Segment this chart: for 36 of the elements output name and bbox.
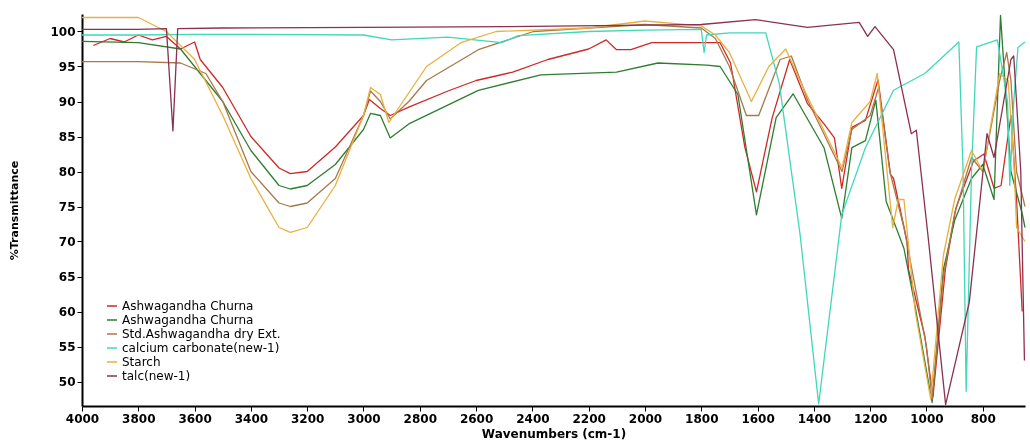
- x-tick-label: 2800: [403, 411, 437, 426]
- y-tick-label: 95: [58, 60, 76, 74]
- legend-label: calcium carbonate(new-1): [122, 341, 280, 355]
- legend-label: Ashwagandha Churna: [122, 313, 254, 327]
- x-axis-title: Wavenumbers (cm-1): [481, 426, 627, 441]
- x-tick-label: 1000: [910, 411, 944, 426]
- y-tick-label: 80: [58, 165, 76, 179]
- y-tick-label: 65: [58, 270, 76, 284]
- y-tick-label: 60: [58, 305, 76, 319]
- x-tick-label: 4000: [65, 411, 100, 426]
- legend-label: Std.Ashwagandha dry Ext.: [122, 327, 281, 341]
- x-tick-label: 2600: [459, 411, 494, 426]
- x-tick-label: 3400: [234, 411, 269, 426]
- y-tick-label: 50: [58, 375, 76, 389]
- legend-label: Starch: [122, 355, 161, 369]
- legend-label: talc(new-1): [122, 369, 191, 383]
- x-tick-label: 3000: [347, 411, 381, 426]
- x-tick-label: 2400: [516, 411, 550, 426]
- x-tick-label: 1200: [853, 411, 888, 426]
- x-tick-label: 1400: [797, 411, 832, 426]
- x-tick-label: 1800: [685, 411, 719, 426]
- x-tick-label: 3800: [122, 411, 156, 426]
- x-tick-label: 3600: [178, 411, 212, 426]
- x-tick-label: 2000: [628, 411, 663, 426]
- y-tick-label: 85: [58, 130, 76, 144]
- y-tick-label: 75: [58, 200, 76, 214]
- y-tick-label: 70: [58, 235, 76, 249]
- legend-label: Ashwagandha Churna: [122, 299, 254, 313]
- x-tick-label: 800: [970, 411, 996, 426]
- x-tick-label: 1600: [741, 411, 775, 426]
- x-tick-label: 3200: [290, 411, 325, 426]
- y-tick-label: 100: [50, 25, 76, 39]
- y-axis-title: %Transmittance: [8, 160, 22, 261]
- y-tick-label: 55: [58, 340, 76, 354]
- x-tick-label: 2200: [572, 411, 606, 426]
- y-tick-label: 90: [58, 95, 76, 109]
